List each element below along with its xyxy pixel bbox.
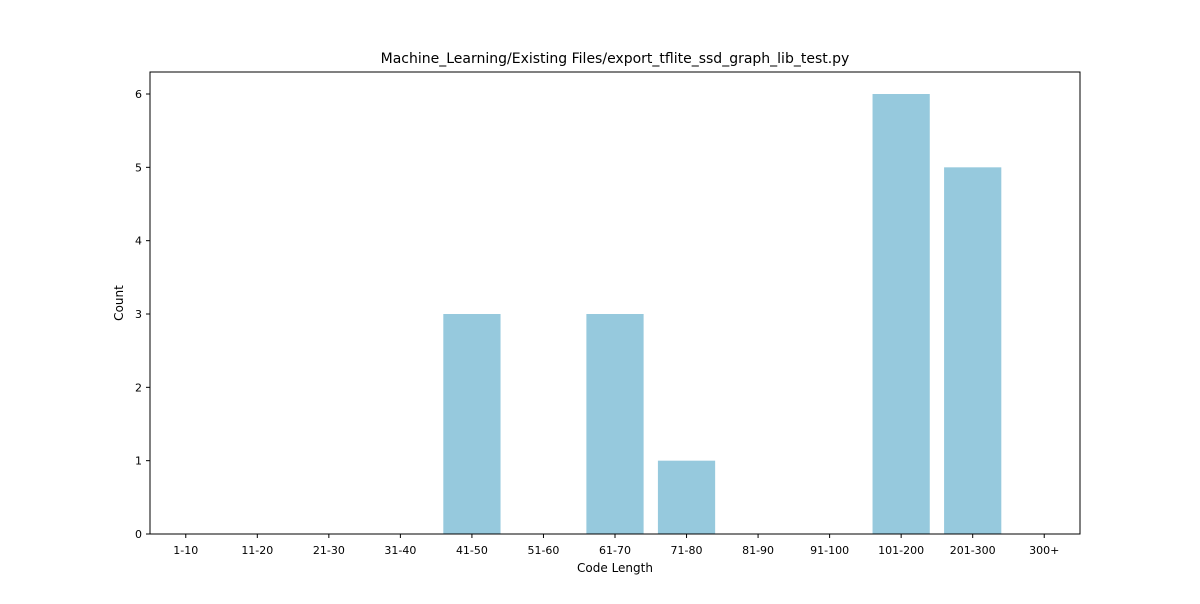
y-tick-label: 0 — [135, 528, 142, 541]
x-tick-label: 61-70 — [599, 544, 631, 557]
x-tick-label: 91-100 — [810, 544, 849, 557]
chart-title: Machine_Learning/Existing Files/export_t… — [381, 51, 850, 67]
y-tick-label: 3 — [135, 308, 142, 321]
x-tick-label: 201-300 — [950, 544, 996, 557]
bar-71-80 — [657, 460, 716, 534]
y-tick-label: 1 — [135, 455, 142, 468]
y-axis-label: Count — [112, 285, 126, 321]
bars-group — [443, 94, 1002, 534]
x-axis-label: Code Length — [577, 561, 653, 575]
y-axis: 0 1 2 3 4 5 6 — [135, 88, 150, 541]
x-tick-label: 41-50 — [456, 544, 488, 557]
x-tick-label: 300+ — [1029, 544, 1059, 557]
bar-41-50 — [443, 314, 501, 534]
x-tick-label: 31-40 — [384, 544, 416, 557]
bar-61-70 — [586, 314, 644, 534]
x-tick-label: 21-30 — [313, 544, 345, 557]
x-axis: 1-10 11-20 21-30 31-40 41-50 51-60 61-70 71-80 8… — [173, 534, 1059, 557]
x-tick-label: 101-200 — [878, 544, 924, 557]
y-tick-label: 4 — [135, 235, 142, 248]
y-tick-label: 6 — [135, 88, 142, 101]
bar-201-300 — [944, 167, 1002, 534]
x-tick-label: 1-10 — [173, 544, 198, 557]
y-tick-label: 5 — [135, 161, 142, 174]
x-tick-label: 81-90 — [742, 544, 774, 557]
x-tick-label: 11-20 — [241, 544, 273, 557]
x-tick-label: 71-80 — [671, 544, 703, 557]
bar-101-200 — [872, 94, 930, 534]
x-tick-label: 51-60 — [527, 544, 559, 557]
y-tick-label: 2 — [135, 381, 142, 394]
